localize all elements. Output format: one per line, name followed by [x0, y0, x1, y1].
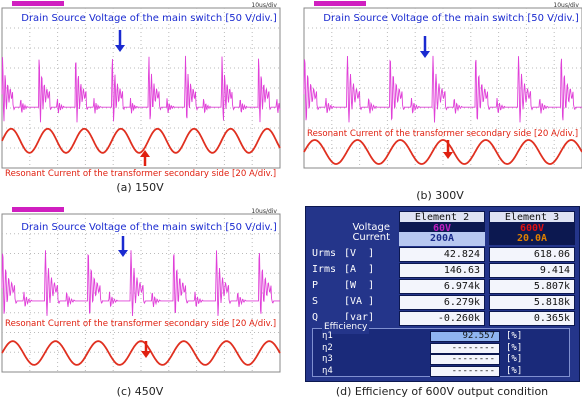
bottom-annotation: Resonant Current of the transformer seco…: [5, 319, 276, 329]
scope-label: 10us/div: [251, 208, 277, 215]
row-value: 9.414: [489, 263, 575, 278]
scope-bar: [12, 1, 64, 6]
row-value: 0.365k: [489, 311, 575, 326]
eff-label: η4: [322, 364, 333, 378]
row-value: 6.974k: [399, 279, 485, 294]
row-label: P: [312, 279, 318, 293]
row-unit: [VA ]: [344, 295, 374, 309]
row-label: Q: [312, 311, 318, 325]
header-label: Current: [314, 231, 390, 245]
row-value: 6.279k: [399, 295, 485, 310]
caption: (b) 300V: [416, 189, 464, 202]
eff-value: --------: [430, 354, 500, 365]
row-label: Urms: [312, 247, 336, 261]
scope-bar: [314, 1, 366, 6]
row-value: 5.818k: [489, 295, 575, 310]
caption: (d) Efficiency of 600V output condition: [336, 385, 548, 398]
scope-label: 10us/div: [251, 2, 277, 9]
row-unit: [W ]: [344, 279, 374, 293]
row-unit: [V ]: [344, 247, 374, 261]
row-value: 146.63: [399, 263, 485, 278]
caption: (a) 150V: [116, 181, 164, 194]
row-value: 42.824: [399, 247, 485, 262]
eff-value: --------: [430, 366, 500, 377]
top-annotation: Drain Source Voltage of the main switch …: [21, 13, 277, 24]
row-value: -0.260k: [399, 311, 485, 326]
row-value: 5.807k: [489, 279, 575, 294]
row-unit: [A ]: [344, 263, 374, 277]
row-label: S: [312, 295, 318, 309]
scope-bar: [12, 207, 64, 212]
range-value: 20.0A: [489, 232, 575, 246]
eff-unit: [%]: [506, 364, 522, 378]
row-label: Irms: [312, 263, 336, 277]
top-annotation: Drain Source Voltage of the main switch …: [323, 13, 579, 24]
eff-value: --------: [430, 343, 500, 354]
row-value: 618.06: [489, 247, 575, 262]
top-annotation: Drain Source Voltage of the main switch …: [21, 222, 277, 233]
eff-value: 92.557: [430, 331, 500, 342]
bottom-annotation: Resonant Current of the transformer seco…: [307, 129, 578, 139]
page: {"panels":[ {"scope_label":"10us/div","t…: [0, 0, 582, 401]
bottom-annotation: Resonant Current of the transformer seco…: [5, 169, 276, 179]
scope-label: 10us/div: [553, 2, 579, 9]
caption: (c) 450V: [117, 385, 164, 398]
range-value: 200A: [399, 232, 485, 246]
